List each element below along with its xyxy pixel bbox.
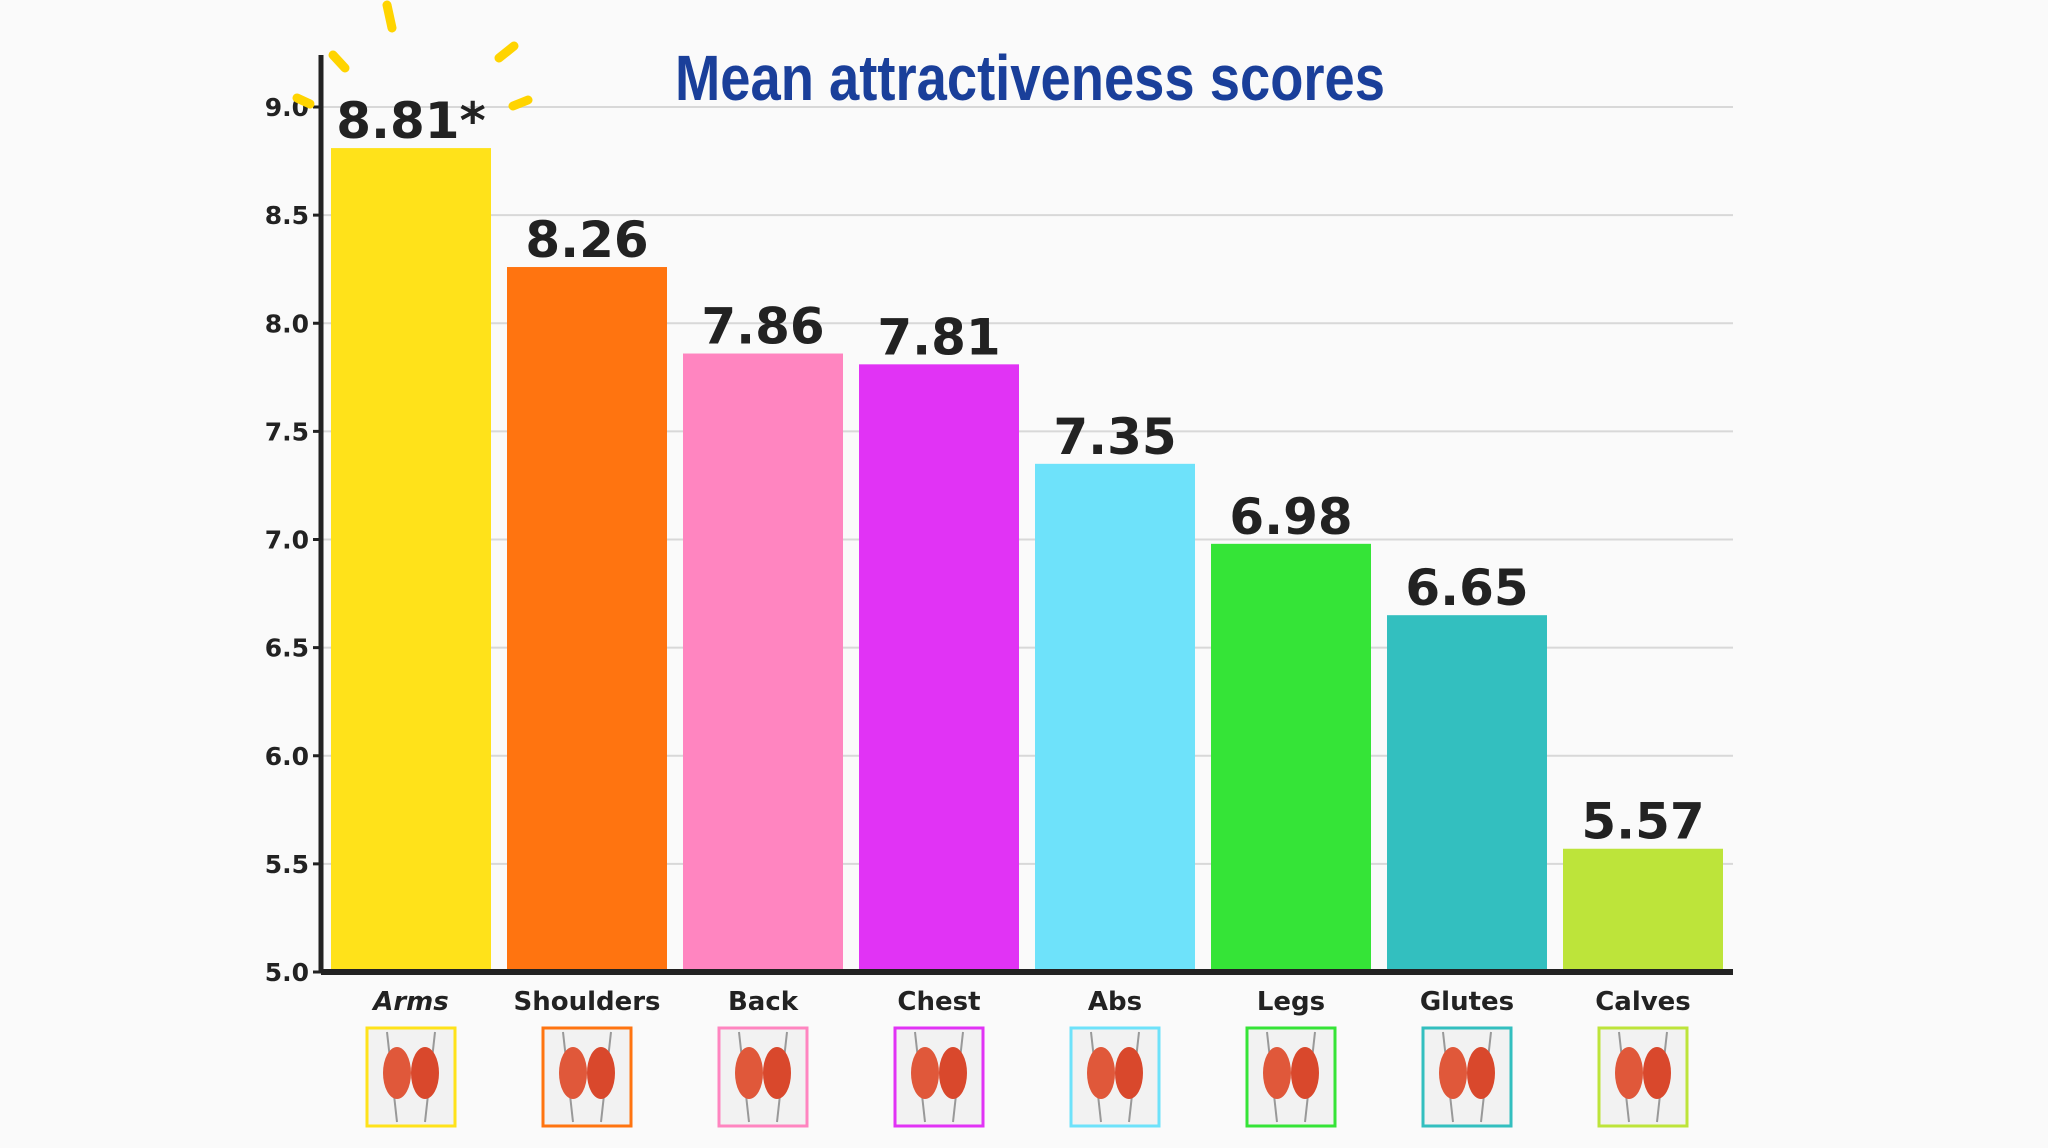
arms-muscle-icon bbox=[365, 1026, 457, 1128]
x-tick-label: Chest bbox=[897, 987, 980, 1017]
data-label: 7.86 bbox=[701, 298, 824, 356]
chart-title: Mean attractiveness scores bbox=[675, 42, 1385, 114]
x-tick-label: Calves bbox=[1595, 987, 1691, 1017]
legs-muscle-icon bbox=[1245, 1026, 1337, 1128]
bar-back bbox=[683, 353, 843, 972]
bar-calves bbox=[1563, 848, 1723, 972]
y-tick-label: 7.5 bbox=[265, 417, 309, 446]
y-tick-label: 5.5 bbox=[265, 850, 309, 879]
data-label: 6.65 bbox=[1405, 559, 1528, 617]
glutes-muscle-icon bbox=[1421, 1026, 1513, 1128]
data-label: 8.26 bbox=[525, 211, 648, 269]
y-tick-label: 8.0 bbox=[265, 309, 309, 338]
x-tick-label: Glutes bbox=[1420, 987, 1514, 1017]
abs-muscle-icon bbox=[1069, 1026, 1161, 1128]
data-label: 6.98 bbox=[1229, 488, 1352, 546]
chest-muscle-icon bbox=[893, 1026, 985, 1128]
data-label: 7.35 bbox=[1053, 408, 1176, 466]
bar-abs bbox=[1035, 463, 1195, 972]
shoulders-muscle-icon bbox=[541, 1026, 633, 1128]
bar-arms bbox=[331, 148, 491, 972]
x-tick-label: Legs bbox=[1257, 987, 1325, 1017]
bar-glutes bbox=[1387, 615, 1547, 972]
y-tick-label: 6.5 bbox=[265, 634, 309, 663]
x-tick-label: Back bbox=[728, 987, 799, 1017]
x-tick-label: Abs bbox=[1088, 987, 1142, 1017]
x-tick-label: Arms bbox=[371, 987, 449, 1017]
back-muscle-icon bbox=[717, 1026, 809, 1128]
bar-legs bbox=[1211, 543, 1371, 972]
y-tick-label: 7.0 bbox=[265, 526, 309, 555]
x-tick-label: Shoulders bbox=[513, 987, 660, 1017]
y-tick-label: 8.5 bbox=[265, 201, 309, 230]
y-tick-label: 5.0 bbox=[265, 958, 309, 987]
bar-chest bbox=[859, 364, 1019, 972]
data-label: 5.57 bbox=[1581, 793, 1704, 851]
highlight-sparkle-icon bbox=[292, 0, 533, 111]
y-tick-label: 6.0 bbox=[265, 742, 309, 771]
calves-muscle-icon bbox=[1597, 1026, 1689, 1128]
data-label: 8.81* bbox=[336, 92, 486, 150]
bar-shoulders bbox=[507, 267, 667, 972]
data-label: 7.81 bbox=[877, 308, 1000, 366]
